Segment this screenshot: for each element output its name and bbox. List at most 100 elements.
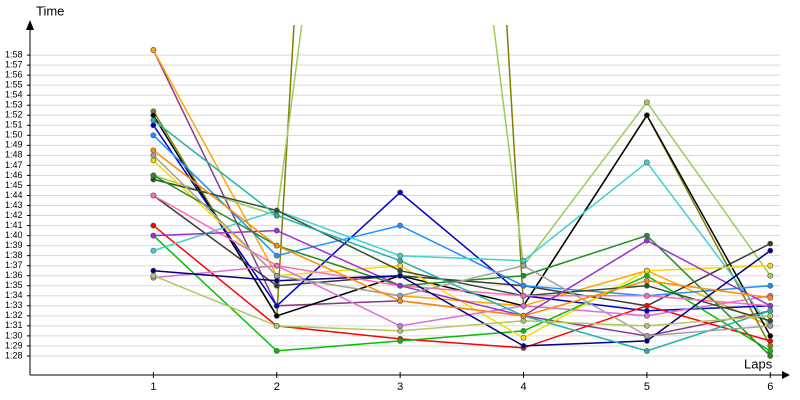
point <box>643 112 650 119</box>
point <box>767 240 774 247</box>
point <box>273 242 280 249</box>
point <box>150 222 157 229</box>
point <box>397 267 404 274</box>
y-axis-title: Time <box>36 3 64 18</box>
point <box>643 338 650 344</box>
series-line <box>152 149 771 317</box>
series-line <box>152 194 771 307</box>
point <box>767 262 774 269</box>
x-tick-label: 1 <box>150 381 156 393</box>
y-tick-label: 1:46 <box>5 170 23 180</box>
y-tick-label: 1:35 <box>5 280 23 290</box>
point <box>397 257 404 264</box>
point <box>643 282 650 289</box>
point <box>150 267 157 274</box>
x-tick-label: 2 <box>274 381 280 393</box>
y-tick-label: 1:28 <box>5 350 23 360</box>
point <box>520 272 527 279</box>
y-tick-label: 1:30 <box>5 330 23 340</box>
point <box>767 348 774 354</box>
y-tick-label: 1:53 <box>5 100 23 110</box>
x-tick-label: 3 <box>397 381 403 393</box>
series-line <box>152 119 771 352</box>
y-tick-label: 1:57 <box>5 59 23 69</box>
point <box>273 282 280 289</box>
point <box>520 262 527 269</box>
point <box>643 159 650 166</box>
y-tick-label: 1:48 <box>5 150 23 160</box>
y-tick-label: 1:51 <box>5 120 23 130</box>
point <box>150 132 157 139</box>
series-line <box>152 134 771 297</box>
y-tick-label: 1:39 <box>5 240 23 250</box>
point <box>767 353 774 359</box>
y-tick-label: 1:49 <box>5 140 23 150</box>
point <box>273 252 280 259</box>
point <box>397 272 404 279</box>
y-tick-label: 1:32 <box>5 310 23 320</box>
point <box>767 338 774 344</box>
point <box>397 222 404 229</box>
series-line <box>153 161 771 327</box>
point <box>767 294 774 301</box>
x-tick-label: 6 <box>767 381 773 393</box>
point <box>520 334 527 341</box>
series-line <box>152 225 771 349</box>
point <box>397 252 404 259</box>
y-tick-label: 1:43 <box>5 200 23 210</box>
point <box>643 348 650 354</box>
y-tick-label: 1:41 <box>5 220 23 230</box>
point <box>273 348 280 354</box>
series-line <box>153 229 771 317</box>
point <box>273 302 280 309</box>
y-tick-label: 1:31 <box>5 320 23 330</box>
y-tick-label: 1:37 <box>5 260 23 270</box>
x-axis-arrow <box>782 371 790 379</box>
series-line <box>152 124 771 312</box>
point <box>397 322 404 329</box>
point <box>643 232 650 239</box>
point <box>767 322 774 329</box>
point <box>397 327 404 334</box>
point <box>150 122 157 129</box>
series-line <box>153 249 771 347</box>
y-tick-label: 1:55 <box>5 80 23 90</box>
point <box>767 272 774 279</box>
point <box>273 207 280 214</box>
point <box>767 307 774 314</box>
point <box>767 302 774 309</box>
point <box>150 172 157 179</box>
y-tick-label: 1:44 <box>5 190 23 200</box>
y-tick-label: 1:38 <box>5 250 23 260</box>
point <box>767 282 774 289</box>
x-axis-title: Laps <box>744 356 773 371</box>
point <box>150 47 157 53</box>
x-tick-label: 4 <box>520 381 526 393</box>
series-line <box>153 194 771 307</box>
series-line <box>153 25 771 277</box>
point <box>643 302 650 309</box>
point <box>397 338 404 344</box>
point <box>643 272 650 279</box>
point <box>643 307 650 314</box>
point <box>643 332 650 339</box>
point <box>520 302 527 309</box>
y-tick-label: 1:56 <box>5 70 23 80</box>
point <box>643 237 650 244</box>
point <box>273 227 280 234</box>
point <box>520 292 527 299</box>
point <box>150 112 157 119</box>
series-line <box>153 264 771 327</box>
y-tick-label: 1:52 <box>5 110 23 120</box>
point <box>150 272 157 279</box>
series-line <box>153 178 771 322</box>
y-tick-label: 1:42 <box>5 210 23 220</box>
point <box>273 312 280 319</box>
y-tick-label: 1:58 <box>5 49 23 59</box>
point <box>397 189 404 196</box>
point <box>643 267 650 274</box>
y-tick-label: 1:45 <box>5 180 23 190</box>
point <box>520 282 527 289</box>
series-line <box>152 154 771 337</box>
